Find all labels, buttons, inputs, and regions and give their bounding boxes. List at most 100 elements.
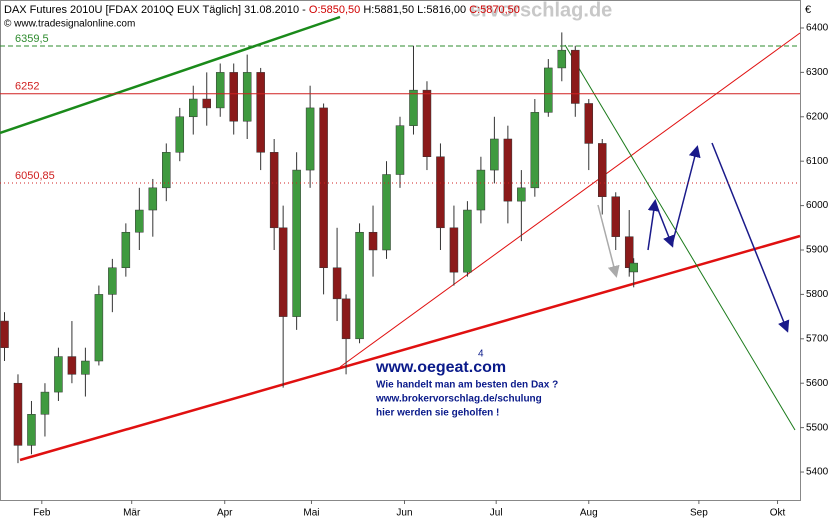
plot-frame (0, 0, 801, 501)
candle (256, 67, 265, 171)
level-label: 6359,5 (15, 33, 49, 45)
x-tick-label: Mai (303, 508, 319, 519)
candle (215, 63, 225, 117)
candle (584, 99, 594, 171)
candle-body (278, 227, 288, 317)
arrow (711, 142, 790, 333)
arrow (597, 204, 620, 278)
candle-body (436, 156, 445, 229)
candle (242, 54, 252, 139)
title-part: DAX Futures 2010U [FDAX 2010Q EUX Täglic… (4, 4, 309, 16)
candle (463, 201, 472, 277)
candle-body (368, 231, 378, 251)
candle (449, 205, 459, 286)
candle-body (54, 356, 63, 393)
candle (382, 161, 391, 259)
x-tick-label: Jun (396, 508, 412, 519)
candle (409, 45, 418, 135)
candle-body (94, 294, 104, 362)
candle-body (81, 360, 90, 375)
chart-title: DAX Futures 2010U [FDAX 2010Q EUX Täglic… (4, 4, 520, 16)
candle (571, 45, 580, 117)
x-tick-label: Sep (690, 508, 708, 519)
y-tick-label: 6400 (806, 23, 829, 34)
candle (13, 374, 23, 464)
candle-body (148, 187, 158, 211)
annotation: 4 (478, 349, 484, 360)
candle (162, 143, 171, 202)
candle (557, 32, 567, 82)
candle-body (0, 320, 9, 348)
candle (476, 156, 486, 224)
x-tick-label: Feb (33, 508, 51, 519)
candle-body (584, 103, 594, 144)
candle-body (242, 72, 252, 122)
y-tick-label: 6100 (806, 156, 829, 167)
candle (368, 205, 378, 277)
candle (40, 383, 50, 437)
candle-body (629, 262, 638, 273)
candle-body (108, 267, 117, 295)
candle-body (292, 169, 301, 317)
level-label: 6252 (15, 81, 39, 93)
candle-body (624, 236, 634, 269)
x-tick-label: Apr (217, 508, 233, 519)
candle (422, 81, 432, 171)
candle-body (202, 98, 211, 109)
x-tick-label: Jul (490, 508, 503, 519)
annotation: Wie handelt man am besten den Dax ? (376, 380, 558, 391)
y-tick-label: 6000 (806, 200, 829, 211)
candle-body (13, 382, 23, 446)
candle (175, 107, 185, 162)
candle-body (382, 174, 391, 251)
candle-body (27, 414, 36, 446)
candle (355, 223, 364, 344)
candle-body (544, 67, 553, 113)
candle (292, 152, 301, 330)
candle (108, 258, 117, 313)
candle-body (215, 72, 225, 109)
title-close: C:5870,50 (469, 4, 520, 16)
candle-body (162, 152, 171, 189)
currency: € (805, 4, 811, 16)
candle-body (557, 49, 567, 69)
candle (629, 258, 638, 288)
candle-body (517, 187, 526, 202)
candle (148, 178, 158, 237)
candle (0, 312, 9, 362)
x-tick-label: Mär (123, 508, 141, 519)
candle (135, 187, 144, 250)
trend-line (564, 44, 796, 431)
candle-body (571, 49, 580, 104)
candle-body (530, 112, 540, 189)
candle (67, 321, 77, 384)
candle-body (269, 152, 279, 229)
candle (27, 400, 36, 455)
candle (436, 143, 445, 250)
level-label: 6050,85 (15, 170, 55, 182)
candle (202, 72, 211, 126)
candle-body (449, 227, 459, 273)
title-part: H:5881,50 L:5816,00 (360, 4, 469, 16)
candle-body (611, 196, 620, 237)
y-tick-label: 5500 (806, 422, 829, 433)
candle (624, 210, 634, 277)
x-tick-label: Okt (770, 508, 786, 519)
candle (332, 227, 342, 322)
candle (395, 116, 405, 188)
candle (269, 138, 279, 250)
candle-body (189, 98, 198, 118)
annotation: hier werden sie geholfen ! (376, 408, 499, 419)
candle (341, 294, 351, 375)
y-tick-label: 6200 (806, 111, 829, 122)
candle (530, 99, 540, 197)
candle-body (597, 143, 607, 197)
candle-body (256, 72, 265, 153)
candle-body (175, 116, 185, 153)
candle-body (503, 138, 513, 202)
trend-line (19, 234, 801, 462)
annotation: www.brokervorschlag.de/schulung (375, 394, 542, 405)
candle (503, 125, 513, 224)
candle-body (305, 107, 315, 171)
title-open: O:5850,50 (309, 4, 360, 16)
